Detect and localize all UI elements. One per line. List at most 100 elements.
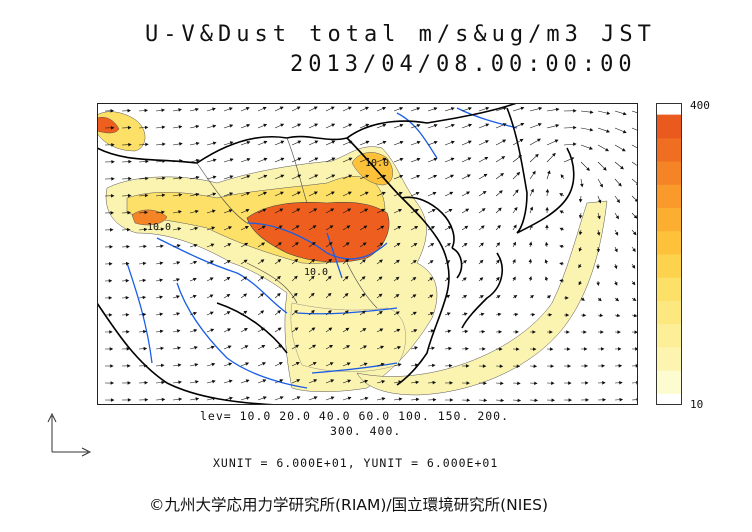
wind-arrow-head	[559, 227, 564, 231]
wind-arrow-head	[514, 312, 519, 317]
wind-arrow-head	[263, 123, 268, 128]
wind-arrow-head	[347, 106, 352, 110]
wind-arrow-head	[263, 191, 267, 196]
wind-arrow-head	[327, 310, 332, 314]
wind-arrow-head	[328, 327, 333, 331]
chart-title: U-V&Dust total m/s&ug/m3 JST	[145, 22, 656, 47]
wind-arrow	[631, 161, 638, 167]
wind-arrow-head	[128, 176, 132, 181]
wind-arrow-head	[314, 123, 319, 127]
wind-arrow-head	[414, 226, 419, 230]
wind-arrow-head	[520, 106, 525, 111]
wind-arrow-head	[110, 109, 114, 113]
wind-arrow-head	[311, 310, 315, 314]
wind-arrow-head	[416, 157, 421, 162]
wind-arrow-head	[416, 107, 421, 111]
wind-arrow-head	[463, 312, 468, 316]
wind-arrow-head	[396, 242, 401, 247]
wind-arrow-head	[246, 124, 251, 128]
wind-arrow-head	[211, 209, 216, 213]
wind-arrow-head	[480, 225, 485, 229]
wind-arrow-head	[142, 312, 147, 317]
colorbar-swatch	[657, 323, 681, 348]
wind-arrow-head	[399, 107, 404, 111]
wind-arrow-head	[566, 330, 570, 334]
wind-arrow-head	[195, 141, 200, 146]
wind-arrow-head	[466, 191, 471, 195]
wind-arrow-head	[381, 379, 386, 384]
wind-arrow-head	[533, 364, 538, 368]
wind-arrow-head	[586, 167, 590, 171]
wind-arrow-head	[313, 379, 318, 383]
wind-arrow-head	[430, 243, 435, 247]
wind-arrow-head	[280, 157, 285, 161]
wind-arrow-head	[311, 258, 316, 263]
wind-arrow-head	[565, 313, 570, 317]
wind-arrow-head	[278, 362, 283, 366]
colorbar-min-label: 10	[690, 398, 704, 411]
wind-arrow-head	[108, 313, 113, 317]
wind-arrow-head	[160, 227, 165, 231]
wind-arrow-head	[263, 140, 268, 145]
wind-arrow-head	[327, 275, 332, 280]
wind-arrow-head	[532, 330, 536, 334]
wind-arrow-head	[547, 170, 551, 175]
wind-arrow-head	[328, 242, 333, 246]
wind-arrow-head	[433, 174, 438, 179]
wind-arrow-head	[295, 344, 300, 349]
wind-arrow-head	[545, 188, 550, 193]
wind-arrow-head	[345, 242, 350, 246]
wind-arrow-head	[447, 243, 451, 247]
wind-arrow-head	[519, 138, 524, 143]
wind-arrow-head	[545, 206, 549, 211]
wind-arrow-head	[485, 106, 490, 111]
wind-arrow-head	[162, 176, 166, 181]
wind-arrow-head	[518, 155, 522, 159]
wind-arrow-head	[246, 141, 251, 145]
wind-arrow-head	[364, 396, 369, 401]
wind-arrow-head	[512, 259, 516, 263]
wind-arrow-head	[195, 192, 200, 197]
wind-arrow-head	[599, 183, 603, 188]
wind-arrow-head	[193, 243, 198, 248]
wind-arrow-head	[195, 397, 200, 401]
wind-arrow-head	[280, 140, 285, 144]
wind-arrow-head	[297, 140, 302, 144]
wind-arrow-head	[229, 124, 234, 128]
wind-arrow-head	[621, 148, 626, 152]
wind-arrow-head	[144, 210, 148, 215]
wind-arrow-head	[344, 293, 349, 297]
wind-arrow-head	[618, 364, 623, 368]
wind-arrow-head	[631, 264, 636, 269]
wind-arrow-head	[379, 259, 383, 264]
wind-arrow-head	[534, 381, 538, 386]
wind-arrow-head	[414, 363, 419, 367]
wind-arrow-head	[583, 330, 587, 334]
wind-arrow-head	[294, 242, 299, 246]
wind-arrow-head	[614, 281, 618, 286]
wind-arrow-head	[211, 362, 216, 367]
wind-arrow-head	[330, 106, 335, 110]
wind-arrow-head	[314, 174, 319, 178]
wind-arrow-head	[485, 140, 489, 144]
wind-arrow-head	[144, 193, 149, 198]
wind-arrow-head	[277, 259, 282, 263]
wind-arrow-head	[573, 142, 577, 147]
wind-arrow-head	[433, 157, 438, 162]
wind-arrow-head	[176, 329, 181, 333]
wind-arrow-head	[108, 262, 113, 266]
wind-arrow-head	[126, 244, 130, 249]
colorbar-swatch	[657, 277, 681, 301]
wind-arrow-head	[433, 123, 438, 128]
wind-arrow-head	[347, 191, 352, 195]
wind-arrow-head	[634, 330, 638, 334]
wind-arrow-head	[599, 313, 604, 318]
wind-arrow	[631, 144, 638, 149]
wind-arrow-head	[110, 381, 115, 385]
wind-arrow-head	[245, 107, 250, 111]
wind-arrow-head	[278, 225, 283, 229]
wind-arrow-head	[620, 165, 624, 170]
wind-arrow-head	[108, 279, 113, 283]
wind-arrow-head	[346, 225, 351, 229]
wind-arrow-head	[312, 225, 317, 229]
